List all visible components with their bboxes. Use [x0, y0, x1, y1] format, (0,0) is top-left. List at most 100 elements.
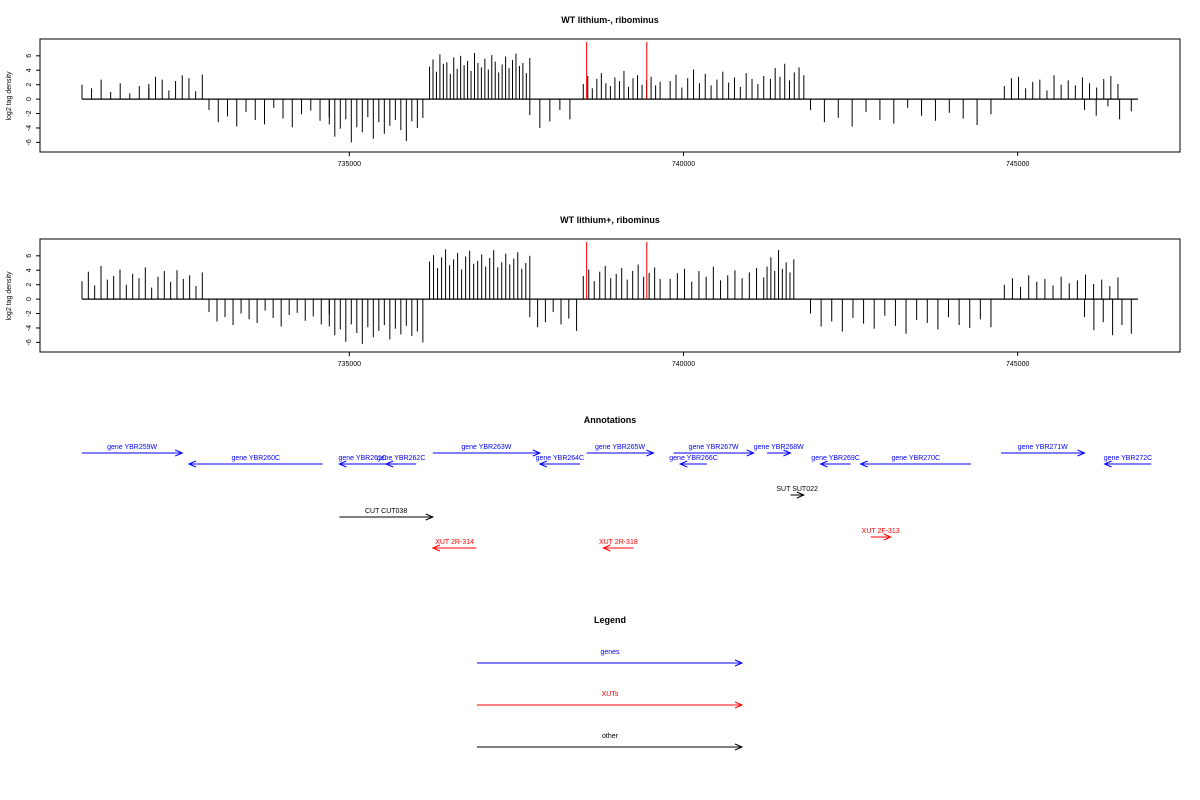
- feature-arrowhead: [425, 513, 435, 521]
- feature-label: gene YBR269C: [811, 455, 860, 462]
- feature-xut: XUT 2R-318: [599, 539, 638, 552]
- feature-gene: gene YBR269C: [811, 455, 860, 468]
- y-axis: -6 -4 -2 0 2 4 6: [26, 254, 40, 346]
- y-tick-label: -4: [26, 325, 33, 331]
- y-tick-label: -2: [26, 310, 33, 316]
- feature-gene: gene YBR262C: [377, 455, 426, 468]
- y-tick-label: 2: [26, 83, 33, 87]
- y-tick-label: 4: [26, 268, 33, 272]
- feature-gene: gene YBR261C: [338, 455, 387, 468]
- y-tick-label: -2: [26, 110, 33, 116]
- feature-label: gene YBR264C: [536, 455, 585, 462]
- annotations-title: Annotations: [584, 415, 637, 425]
- feature-label: gene YBR259W: [107, 444, 157, 451]
- y-axis: -6 -4 -2 0 2 4 6: [26, 54, 40, 146]
- bars: [81, 52, 1138, 143]
- feature-label: XUT 2R-314: [435, 539, 474, 546]
- feature-gene: gene YBR271W: [1000, 444, 1086, 457]
- y-tick-label: 6: [26, 254, 33, 258]
- feature-gene: gene YBR267W: [673, 444, 755, 457]
- x-tick-label: 745000: [1006, 161, 1029, 168]
- feature-gene: gene YBR268W: [754, 444, 804, 457]
- panel-lithium-plus: WT lithium+, ribominus log2 tag density …: [6, 215, 1181, 368]
- feature-gene: gene YBR259W: [82, 444, 184, 457]
- feature-label: CUT CUT038: [365, 508, 407, 515]
- markers: [586, 242, 648, 300]
- feature-label: gene YBR265W: [595, 444, 645, 451]
- legend-title: Legend: [594, 615, 626, 625]
- feature-label: gene YBR260C: [232, 455, 281, 462]
- feature-arrowhead: [1103, 460, 1112, 468]
- feature-other: CUT CUT038: [339, 508, 435, 521]
- feature-arrowhead: [431, 544, 441, 552]
- feature-arrowhead: [678, 460, 688, 468]
- panel-title: WT lithium-, ribominus: [561, 15, 659, 25]
- feature-gene: gene YBR272C: [1103, 455, 1153, 468]
- legend-item-xut: XUTs: [477, 691, 744, 709]
- feature-gene: gene YBR263W: [432, 444, 542, 457]
- feature-xut: XUT 2F-313: [862, 528, 900, 541]
- panel-title: WT lithium+, ribominus: [560, 215, 660, 225]
- feature-label: gene YBR272C: [1104, 455, 1153, 462]
- feature-arrowhead: [819, 460, 828, 468]
- feature-label: XUT 2R-318: [599, 539, 638, 546]
- y-tick-label: -4: [26, 125, 33, 131]
- feature-label: SUT SUT022: [776, 486, 818, 493]
- legend: Legend genes XUTs other: [477, 615, 744, 751]
- feature-label: gene YBR267W: [689, 444, 739, 451]
- y-tick-label: 0: [26, 297, 33, 301]
- y-tick-label: -6: [26, 339, 33, 345]
- feature-arrowhead: [538, 460, 548, 468]
- feature-label: gene YBR263W: [461, 444, 511, 451]
- feature-gene: gene YBR265W: [586, 444, 655, 457]
- feature-other: SUT SUT022: [776, 486, 818, 499]
- feature-arrowhead: [796, 491, 806, 499]
- feature-xut: XUT 2R-314: [431, 539, 477, 552]
- y-tick-label: 0: [26, 97, 33, 101]
- y-tick-label: 4: [26, 68, 33, 72]
- legend-label: XUTs: [602, 691, 619, 698]
- feature-arrowhead: [384, 460, 394, 468]
- plot-frame: [39, 238, 1181, 353]
- plot-frame: [39, 38, 1181, 153]
- bars: [81, 249, 1138, 344]
- y-tick-label: -6: [26, 139, 33, 145]
- x-tick-label: 745000: [1006, 361, 1029, 368]
- feature-gene: gene YBR260C: [187, 455, 323, 468]
- legend-item-other: other: [477, 733, 744, 751]
- feature-label: gene YBR262C: [377, 455, 426, 462]
- x-tick-label: 740000: [672, 161, 695, 168]
- feature-label: gene YBR261C: [338, 455, 387, 462]
- feature-arrowhead: [532, 449, 542, 457]
- legend-label: genes: [600, 649, 620, 656]
- markers: [586, 42, 648, 100]
- x-tick-label: 740000: [672, 361, 695, 368]
- legend-arrowhead: [734, 659, 744, 667]
- feature-gene: gene YBR270C: [859, 455, 971, 468]
- feature-arrowhead: [859, 460, 868, 468]
- feature-label: gene YBR268W: [754, 444, 804, 451]
- x-tick-label: 735000: [338, 361, 361, 368]
- legend-items: genes XUTs other: [477, 649, 744, 751]
- feature-label: XUT 2F-313: [862, 528, 900, 535]
- feature-arrowhead: [646, 449, 655, 457]
- feature-arrowhead: [883, 533, 892, 541]
- feature-arrowhead: [746, 449, 755, 457]
- y-axis-label: log2 tag density: [6, 71, 13, 121]
- legend-label: other: [602, 733, 619, 740]
- feature-label: gene YBR270C: [892, 455, 941, 462]
- feature-gene: gene YBR266C: [669, 455, 718, 468]
- annotations-track: Annotations gene YBR259W gene YBR260C gene…: [82, 415, 1153, 552]
- feature-arrowhead: [175, 449, 184, 457]
- legend-item-gene: genes: [477, 649, 744, 667]
- x-axis: 735000 740000 745000: [338, 152, 1029, 168]
- feature-label: gene YBR271W: [1018, 444, 1068, 451]
- y-tick-label: 6: [26, 54, 33, 58]
- x-tick-label: 735000: [338, 161, 361, 168]
- legend-arrowhead: [734, 743, 744, 751]
- y-axis-label: log2 tag density: [6, 271, 13, 321]
- feature-gene: gene YBR264C: [536, 455, 585, 468]
- feature-arrowhead: [783, 449, 792, 457]
